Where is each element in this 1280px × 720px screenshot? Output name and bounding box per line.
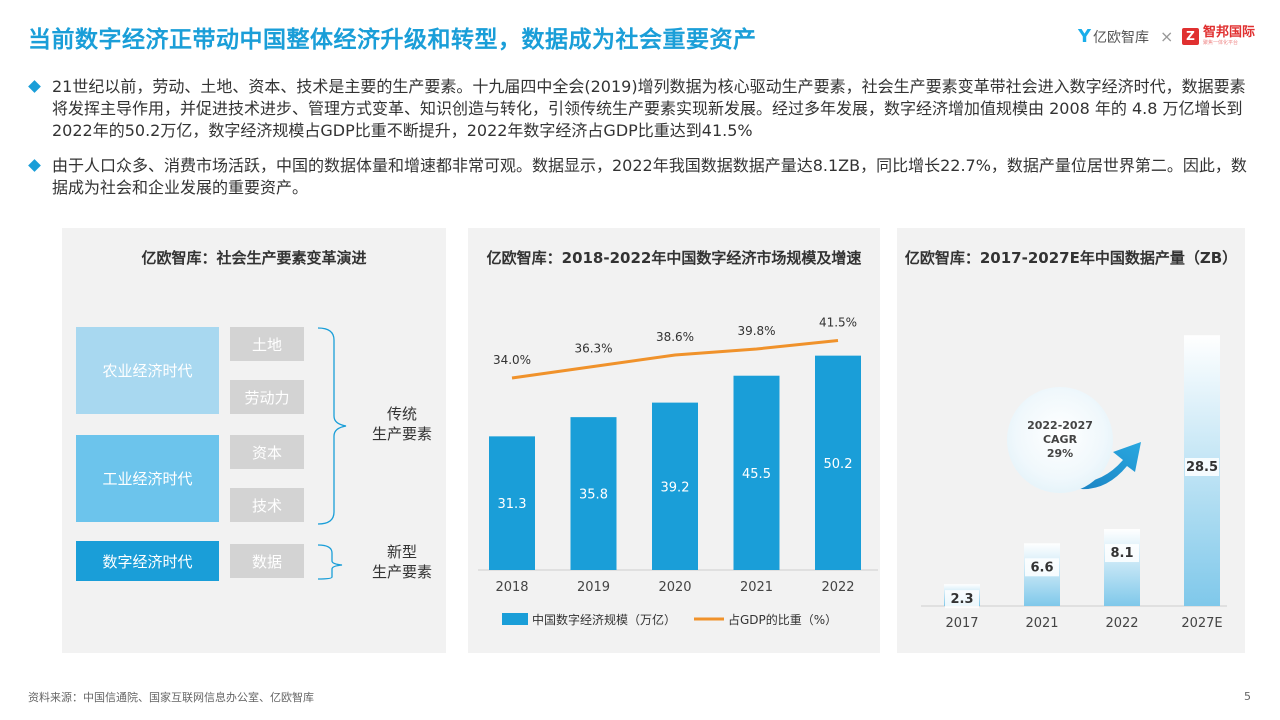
new-label-line: 生产要素 (371, 563, 432, 581)
traditional-label-line: 传统 (386, 405, 417, 423)
diamond-bullet-icon (28, 159, 41, 172)
data-production-chart-panel: 亿欧智库：2017-2027E年中国数据产量（ZB） 2.3 2017 6.6 202… (897, 228, 1245, 653)
chart-title: 亿欧智库：2018-2022年中国数字经济市场规模及增速 (486, 249, 862, 267)
digital-economy-chart: 31.3 2018 34.0% 35.8 2019 36.3% 39.2 2020 38.6% 4… (478, 316, 878, 627)
value-label-bg (1105, 544, 1139, 563)
x-tick-label: 2021 (1025, 616, 1058, 631)
bar-value-label: 45.5 (742, 467, 771, 482)
x-tick-label: 2020 (658, 580, 691, 595)
yiou-logo-mark: Y (1078, 26, 1092, 47)
bar-2022 (815, 355, 861, 570)
bullet-item: 21世纪以前，劳动、土地、资本、技术是主要的生产要素。十九届四中全会(2019)… (28, 76, 1260, 142)
yiou-logo-text: 亿欧智库 (1093, 30, 1150, 46)
cagr-value: 29% (1046, 447, 1074, 460)
era-agricultural: 农业经济时代 (76, 327, 219, 414)
era-industrial: 工业经济时代 (76, 435, 219, 522)
bar-2020 (652, 402, 698, 570)
legend-line-label: 占GDP的比重（%） (728, 612, 837, 627)
bullet-text: 21世纪以前，劳动、土地、资本、技术是主要的生产要素。十九届四中全会(2019)… (52, 77, 1246, 140)
value-label-bg (1185, 458, 1219, 476)
chart-title: 亿欧智库：2017-2027E年中国数据产量（ZB） (904, 249, 1238, 267)
x-tick-label: 2022 (1105, 616, 1138, 631)
source-note: 资料来源：中国信通院、国家互联网信息办公室、亿欧智库 (28, 691, 314, 704)
era-digital: 数字经济时代 (76, 541, 219, 581)
new-factors-label: 新型 生产要素 (362, 542, 442, 582)
factor-labor: 劳动力 (230, 380, 304, 414)
bar-value-label: 2.3 (950, 592, 973, 607)
bullet-text: 由于人口众多、消费市场活跃，中国的数据体量和增速都非常可观。数据显示，2022年… (52, 156, 1247, 197)
page-title: 当前数字经济正带动中国整体经济升级和转型，数据成为社会重要资产 (28, 27, 757, 53)
cagr-period: 2022-2027 (1027, 419, 1093, 432)
bar-value-label: 31.3 (498, 497, 527, 512)
value-label-bg (945, 590, 979, 609)
x-tick-label: 2019 (577, 580, 610, 595)
gdp-share-line (511, 339, 839, 380)
line-value-label: 41.5% (819, 316, 857, 330)
data-production-chart: 2.3 2017 6.6 2021 8.1 2022 28.5 2027E (921, 335, 1227, 631)
page-number: 5 (1244, 690, 1251, 703)
line-value-label: 36.3% (574, 342, 612, 356)
digital-economy-chart-panel: 亿欧智库：2018-2022年中国数字经济市场规模及增速 31.3 2018 34.… (468, 228, 880, 653)
diamond-bullet-icon (28, 80, 41, 93)
bar-2019 (570, 417, 617, 570)
bar-value-label: 8.1 (1110, 546, 1133, 561)
value-label-bg (1025, 558, 1059, 577)
bar-value-label: 35.8 (579, 488, 608, 503)
traditional-factors-label: 传统 生产要素 (362, 404, 442, 444)
line-value-label: 38.6% (656, 330, 694, 344)
factor-evolution-panel: 亿欧智库：社会生产要素变革演进 农业经济时代 工业经济时代 数字经济时代 土地 … (62, 228, 446, 653)
diagram-title: 亿欧智库：社会生产要素变革演进 (141, 249, 367, 267)
zhibang-logo: Z 智邦国际 聚焦一体化平台 (1182, 26, 1255, 46)
bar-value-label: 6.6 (1030, 560, 1053, 575)
x-tick-label: 2021 (740, 580, 773, 595)
x-tick-label: 2017 (945, 616, 978, 631)
cagr-label: CAGR (1042, 433, 1078, 446)
factor-technology: 技术 (230, 488, 304, 522)
bar-value-label: 50.2 (824, 457, 853, 472)
zhibang-logo-text: 智邦国际 (1203, 25, 1256, 40)
x-tick-label: 2027E (1181, 616, 1222, 631)
logo-separator: × (1160, 27, 1174, 46)
x-tick-label: 2018 (495, 580, 528, 595)
traditional-label-line: 生产要素 (371, 425, 432, 443)
factor-capital: 资本 (230, 435, 304, 469)
bullet-item: 由于人口众多、消费市场活跃，中国的数据体量和增速都非常可观。数据显示，2022年… (28, 155, 1260, 199)
x-tick-label: 2022 (821, 580, 854, 595)
line-value-label: 34.0% (493, 353, 531, 367)
diagram-brackets (317, 327, 347, 580)
new-bracket (317, 544, 343, 580)
new-label-line: 新型 (386, 543, 417, 561)
growth-arrow-icon (1059, 442, 1141, 490)
factor-land: 土地 (230, 327, 304, 361)
zhibang-logo-subtext: 聚焦一体化平台 (1203, 40, 1239, 46)
bar-value-label: 28.5 (1186, 460, 1218, 475)
bar-2021 (733, 375, 780, 570)
yiou-logo: Y 亿欧智库 (1078, 26, 1149, 47)
bar-value-label: 39.2 (661, 480, 690, 495)
legend-bar-label: 中国数字经济规模（万亿） (532, 612, 676, 627)
traditional-bracket (317, 327, 347, 525)
bar-2022 (1104, 529, 1140, 606)
line-value-label: 39.8% (737, 324, 775, 338)
legend-bar-swatch (502, 613, 528, 625)
bar-2018 (489, 436, 535, 570)
factor-data: 数据 (230, 544, 304, 578)
cagr-bubble: 2022-2027 CAGR 29% (1007, 387, 1113, 493)
zhibang-logo-mark: Z (1182, 27, 1199, 45)
